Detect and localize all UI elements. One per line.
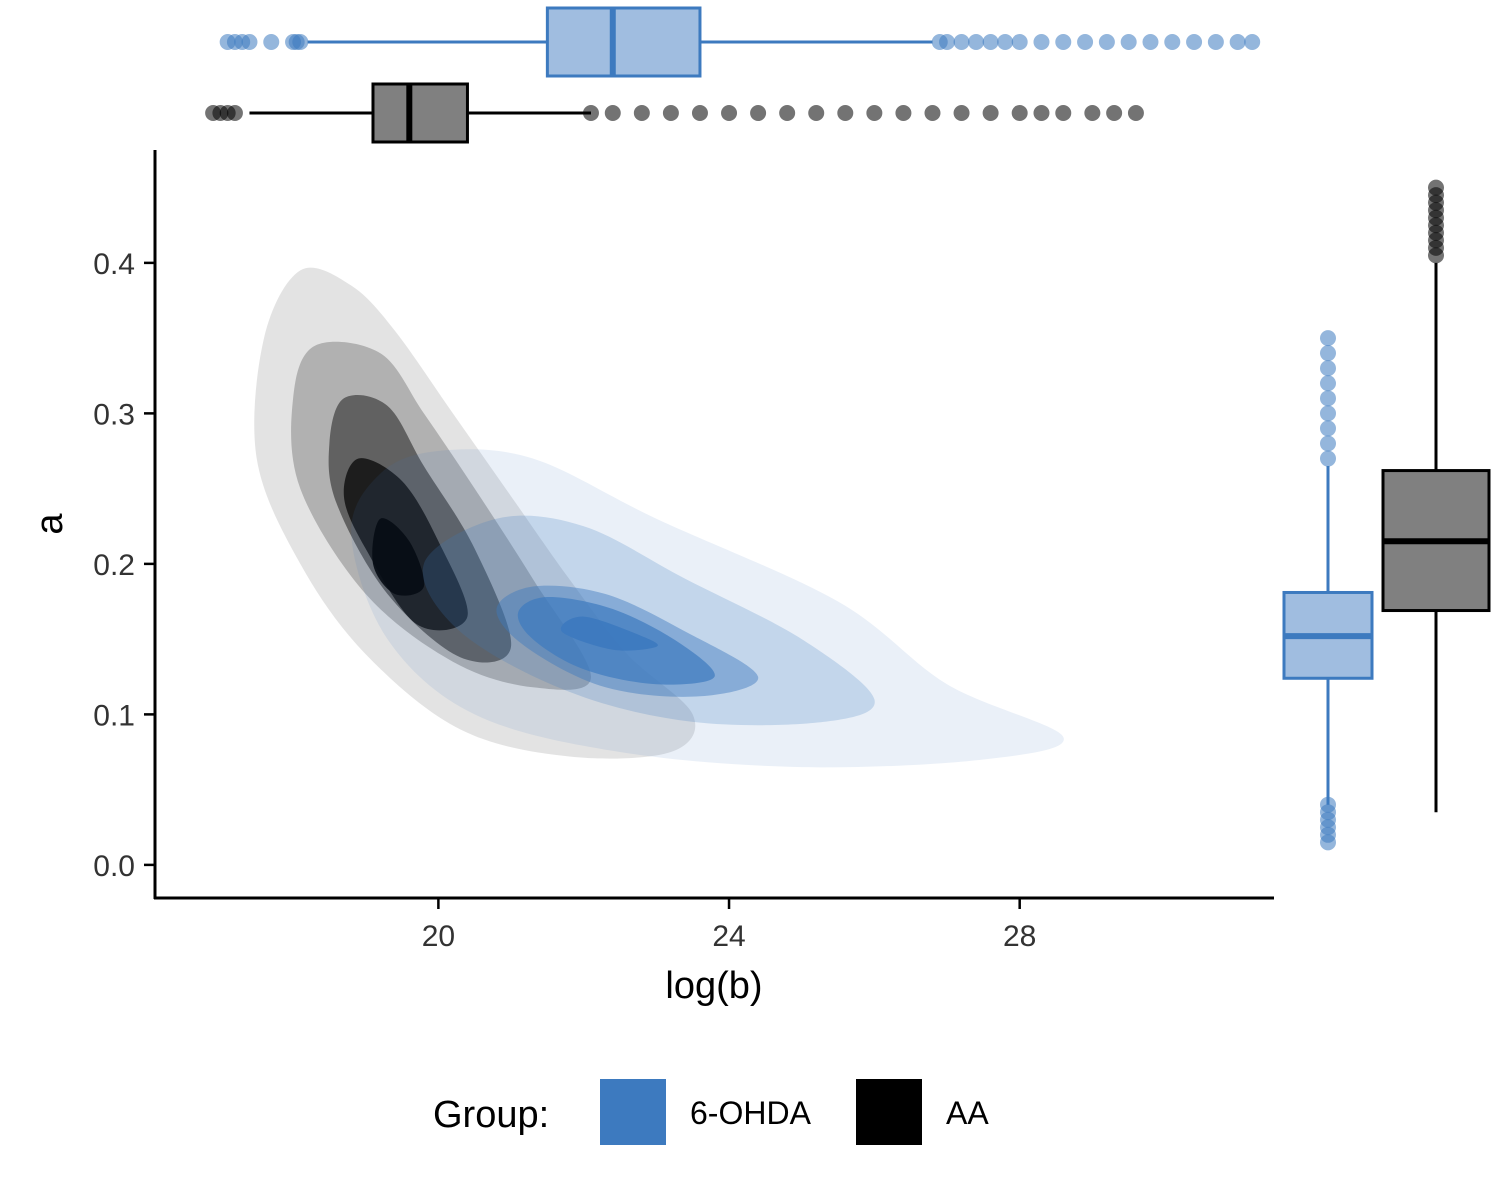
density-contour-6-ohda-1 — [351, 449, 1064, 768]
outlier-point-aa — [750, 105, 767, 121]
outlier-point-6-ohda — [1320, 420, 1336, 437]
x-tick-label: 24 — [712, 920, 745, 953]
outlier-point-6-ohda — [1033, 34, 1050, 50]
outlier-point-aa — [895, 105, 912, 121]
outlier-point-6-ohda — [1320, 435, 1336, 452]
outlier-point-6-ohda — [1077, 34, 1094, 50]
legend: Group: 6-OHDA AA — [433, 1079, 989, 1145]
outlier-point-6-ohda — [982, 34, 999, 50]
outlier-point-6-ohda — [1142, 34, 1159, 50]
outlier-point-6-ohda — [1055, 34, 1072, 50]
outlier-point-aa — [866, 105, 883, 121]
outlier-point-aa — [633, 105, 650, 121]
y-axis-label: a — [29, 513, 71, 535]
density-contour-aa-2 — [291, 341, 591, 690]
outlier-point-aa — [837, 105, 854, 121]
outlier-point-6-ohda — [997, 34, 1014, 50]
outlier-point-aa — [779, 105, 796, 121]
outlier-point-6-ohda — [1120, 34, 1137, 50]
outlier-point-6-ohda — [1011, 34, 1028, 50]
outlier-point-6-ohda — [1320, 450, 1336, 467]
outlier-point-6-ohda — [953, 34, 970, 50]
x-axis-label: log(b) — [665, 965, 762, 1007]
outlier-point-aa — [808, 105, 825, 121]
axes — [153, 150, 1274, 900]
outlier-point-6-ohda — [939, 34, 956, 50]
outlier-point-6-ohda — [263, 34, 280, 50]
y-tick-label: 0.1 — [93, 699, 135, 732]
outlier-point-6-ohda — [1244, 34, 1261, 50]
x-tick-label: 28 — [1003, 920, 1036, 953]
density-layer — [254, 267, 1064, 768]
marginal-y-boxplots — [1282, 179, 1491, 851]
legend-label-6-ohda: 6-OHDA — [690, 1095, 812, 1131]
outlier-point-aa — [953, 105, 970, 121]
y-tick-label: 0.2 — [93, 549, 135, 582]
outlier-point-aa — [924, 105, 941, 121]
outlier-point-aa — [691, 105, 708, 121]
legend-label-aa: AA — [946, 1095, 989, 1131]
legend-title: Group: — [433, 1094, 549, 1136]
outlier-point-aa — [1127, 105, 1144, 121]
outlier-point-6-ohda — [292, 34, 309, 50]
outlier-point-6-ohda — [1186, 34, 1203, 50]
outlier-point-6-ohda — [1320, 405, 1336, 422]
outlier-point-6-ohda — [1320, 345, 1336, 362]
y-tick-label: 0.4 — [93, 248, 135, 281]
outlier-point-aa — [1428, 179, 1444, 196]
outlier-point-6-ohda — [241, 34, 258, 50]
outlier-point-6-ohda — [1164, 34, 1181, 50]
x-ticks: 20 24 28 — [422, 898, 1036, 953]
density-contour-aa-5 — [372, 518, 425, 596]
legend-swatch-6-ohda — [600, 1079, 666, 1145]
outlier-point-aa — [1055, 105, 1072, 121]
outlier-point-6-ohda — [1320, 360, 1336, 377]
y-tick-label: 0.0 — [93, 850, 135, 883]
outlier-point-aa — [1106, 105, 1123, 121]
box-6-ohda — [545, 6, 702, 78]
outlier-point-6-ohda — [1229, 34, 1246, 50]
outlier-point-6-ohda — [968, 34, 985, 50]
outlier-point-aa — [662, 105, 679, 121]
outlier-point-aa — [226, 105, 243, 121]
y-tick-label: 0.3 — [93, 398, 135, 431]
density-contour-6-ohda-5 — [560, 616, 658, 651]
outlier-point-6-ohda — [1320, 796, 1336, 813]
outlier-point-6-ohda — [1320, 390, 1336, 407]
outlier-point-aa — [982, 105, 999, 121]
density-contour-6-ohda-2 — [422, 515, 875, 726]
outlier-point-aa — [1011, 105, 1028, 121]
outlier-point-aa — [721, 105, 738, 121]
outlier-point-aa — [604, 105, 621, 121]
outlier-point-6-ohda — [1207, 34, 1224, 50]
outlier-point-aa — [582, 105, 599, 121]
outlier-point-aa — [1084, 105, 1101, 121]
x-tick-label: 20 — [422, 920, 455, 953]
outlier-point-6-ohda — [1320, 330, 1336, 347]
box-aa — [371, 82, 469, 144]
marginal-x-boxplots — [205, 6, 1261, 144]
legend-swatch-aa — [856, 1079, 922, 1145]
y-ticks: 0.0 0.1 0.2 0.3 0.4 — [93, 248, 155, 883]
outlier-point-6-ohda — [1098, 34, 1115, 50]
outlier-point-6-ohda — [1320, 375, 1336, 392]
outlier-point-aa — [1033, 105, 1050, 121]
